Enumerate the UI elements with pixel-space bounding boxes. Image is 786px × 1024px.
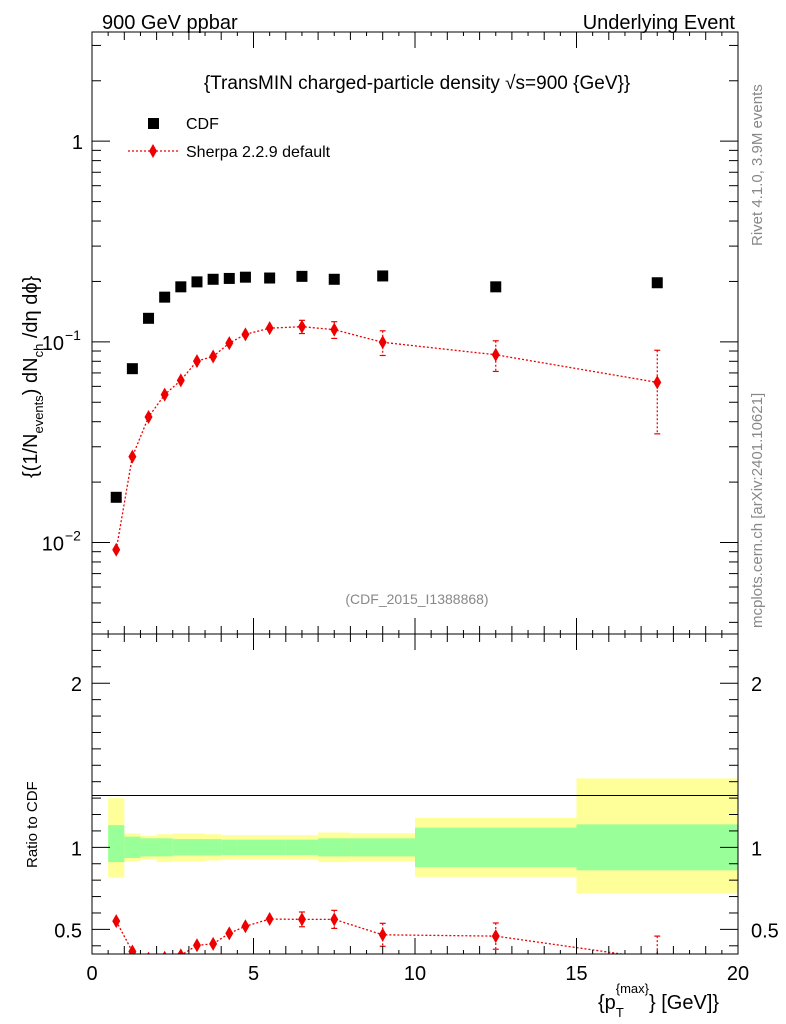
sherpa-point	[160, 387, 169, 402]
sherpa-point	[176, 373, 185, 388]
ratio-sherpa-point	[330, 912, 339, 927]
ratio-stat-band	[156, 838, 173, 857]
cdf-point	[296, 270, 308, 282]
cdf-point	[651, 277, 663, 289]
sherpa-point	[128, 449, 137, 464]
legend-marker-cdf	[148, 118, 159, 129]
cdf-point	[110, 491, 122, 503]
ratio-ytick-label-left: 0.5	[54, 920, 82, 942]
sherpa-point	[112, 542, 121, 557]
cdf-point	[264, 272, 276, 284]
legend-marker-sherpa	[149, 144, 157, 158]
ratio-stat-band	[124, 836, 141, 858]
x-tick-label: 0	[86, 963, 97, 985]
ratio-stat-band	[188, 839, 206, 856]
ratio-ytick-label-left: 1	[71, 838, 82, 860]
ratio-sherpa-point	[209, 936, 218, 951]
mcplots-label: mcplots.cern.ch [arXiv:2401.10621]	[749, 393, 766, 628]
cdf-point	[143, 312, 155, 324]
sherpa-point	[297, 319, 306, 334]
ratio-ytick-label-left: 2	[71, 674, 82, 696]
main-panel: 10 −210 −11 {TransMIN charged-particle den…	[20, 31, 739, 635]
ratio-sherpa-point	[147, 951, 150, 954]
ratio-stat-band	[253, 839, 286, 856]
ratio-stat-band	[172, 839, 189, 856]
ratio-sherpa-point	[192, 938, 201, 953]
ratio-sherpa-line	[115, 918, 627, 954]
ratio-stat-band	[140, 838, 157, 857]
sherpa-point	[192, 354, 201, 369]
main-ytick-label-exponent: −1	[65, 327, 81, 343]
legend-label-sherpa: Sherpa 2.2.9 default	[186, 144, 331, 161]
main-title: {TransMIN charged-particle density √s=90…	[204, 73, 630, 94]
ratio-sherpa-point	[112, 914, 121, 929]
sherpa-point	[265, 321, 274, 336]
ratio-stat-band	[576, 824, 738, 871]
ratio-ylabel: Ratio to CDF	[24, 781, 41, 868]
main-ylabel: {(1/Nevents) dNch /dη dϕ}	[20, 275, 46, 478]
ratio-stat-band	[205, 839, 222, 856]
ratio-stat-band	[108, 825, 125, 863]
ratio-data-layer	[112, 909, 661, 954]
main-ytick-label-exponent: −2	[65, 528, 81, 544]
main-data-layer	[110, 270, 663, 557]
ratio-stat-band	[285, 839, 319, 856]
ratio-axes: 0 5 10 15 200.5 0.51 12 2	[54, 633, 779, 985]
x-axis-label: {pT{max}} [GeV]}	[598, 981, 719, 1020]
cdf-point	[239, 271, 251, 283]
ratio-sherpa-point	[241, 919, 250, 934]
ratio-ytick-label-right: 1	[751, 838, 762, 860]
ratio-ytick-label-right: 0.5	[751, 920, 779, 942]
cdf-point	[159, 291, 171, 303]
cdf-point	[191, 276, 203, 288]
x-tick-label: 20	[727, 963, 749, 985]
sherpa-point	[491, 347, 500, 362]
ratio-sherpa-point	[225, 926, 234, 941]
ratio-sherpa-point	[177, 948, 185, 954]
rivet-label: Rivet 4.1.0, 3.9M events	[749, 84, 766, 246]
ratio-sherpa-point	[491, 929, 500, 944]
ratio-sherpa-point	[265, 912, 274, 927]
ratio-bands-layer	[108, 778, 738, 894]
sherpa-point	[209, 349, 218, 364]
ratio-stat-band	[415, 827, 577, 868]
cdf-point	[490, 281, 502, 293]
main-axes: 10 −210 −11	[42, 32, 739, 634]
main-ytick-label: 1	[72, 132, 83, 154]
x-tick-label: 5	[248, 963, 259, 985]
ratio-sherpa-point	[297, 912, 306, 927]
cdf-point	[175, 281, 187, 293]
sherpa-point	[225, 336, 234, 351]
legend: CDF Sherpa 2.2.9 default	[128, 116, 331, 161]
main-ytick-label: 10	[42, 333, 64, 355]
cdf-point	[207, 273, 219, 285]
ratio-ytick-label-right: 2	[751, 674, 762, 696]
x-tick-label: 10	[404, 963, 426, 985]
cdf-point	[126, 363, 138, 375]
ratio-panel: 0 5 10 15 200.5 0.51 12 2 Ratio to CDF {pT{max}…	[24, 633, 779, 1020]
analysis-watermark: (CDF_2015_I1388868)	[345, 591, 488, 607]
sherpa-point	[378, 335, 387, 350]
x-tick-label: 15	[565, 963, 587, 985]
header-left: 900 GeV ppbar	[102, 12, 238, 34]
sherpa-point	[330, 322, 339, 337]
cdf-point	[223, 272, 235, 284]
ratio-stat-band	[221, 839, 238, 856]
sherpa-point	[241, 327, 250, 342]
sherpa-point	[653, 375, 662, 390]
ratio-stat-band	[237, 839, 254, 856]
ratio-sherpa-point	[162, 950, 167, 954]
main-ytick-label: 10	[42, 534, 64, 556]
ratio-sherpa-point	[128, 944, 137, 954]
ratio-stat-band	[350, 838, 415, 857]
legend-label-cdf: CDF	[186, 116, 219, 133]
cdf-point	[328, 273, 340, 285]
header-right: Underlying Event	[583, 12, 736, 34]
ratio-stat-band	[318, 838, 351, 857]
sherpa-point	[144, 410, 153, 425]
ratio-sherpa-point	[378, 927, 387, 942]
cdf-point	[377, 270, 389, 282]
ratio-frame	[91, 633, 739, 955]
